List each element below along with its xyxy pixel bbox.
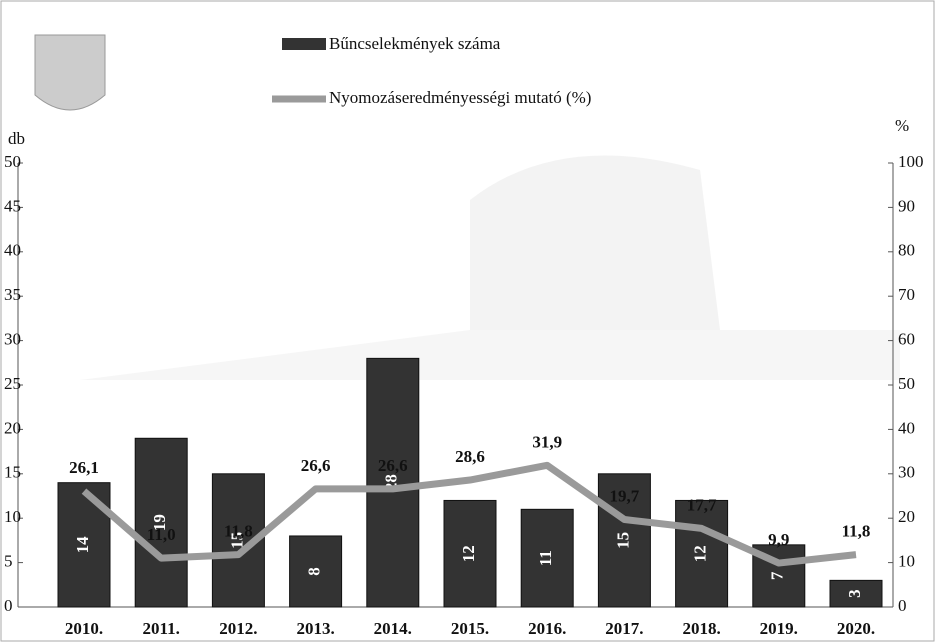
bar-value-label: 15 (613, 532, 632, 549)
y2-tick-label: 70 (898, 285, 915, 304)
line-value-label: 9,9 (768, 530, 789, 549)
y2-tick-label: 50 (898, 374, 915, 393)
y-tick-label: 10 (4, 507, 21, 526)
bar-value-label: 12 (691, 545, 710, 562)
line-value-label: 17,7 (687, 495, 717, 514)
y-tick-label: 25 (4, 374, 21, 393)
x-tick-label: 2011. (143, 619, 180, 638)
y-tick-label: 0 (4, 596, 13, 615)
y-tick-label: 40 (4, 241, 21, 260)
line-value-label: 26,1 (69, 458, 99, 477)
y2-tick-label: 0 (898, 596, 907, 615)
x-tick-label: 2013. (296, 619, 334, 638)
y-tick-label: 35 (4, 285, 21, 304)
y-tick-label: 30 (4, 330, 21, 349)
legend-bar-swatch (282, 38, 326, 50)
bar-value-label: 3 (845, 589, 864, 598)
y2-tick-label: 90 (898, 196, 915, 215)
legend-label: Nyomozáseredményességi mutató (%) (329, 88, 591, 107)
bar-value-label: 12 (459, 545, 478, 562)
y-tick-label: 5 (4, 552, 13, 571)
chart: db % Bűncselekmények száma Nyomozáseredm… (0, 0, 935, 642)
y2-axis-title: % (895, 116, 909, 135)
x-tick-label: 2018. (682, 619, 720, 638)
line-value-label: 11,0 (147, 525, 176, 544)
x-tick-label: 2012. (219, 619, 257, 638)
y2-tick-label: 20 (898, 507, 915, 526)
x-tick-label: 2014. (374, 619, 412, 638)
line-value-label: 28,6 (455, 447, 485, 466)
bar-value-label: 7 (768, 571, 787, 580)
x-tick-label: 2019. (760, 619, 798, 638)
line-value-label: 11,8 (842, 522, 871, 541)
x-tick-label: 2017. (605, 619, 643, 638)
bar-value-label: 11 (536, 550, 555, 566)
y-tick-label: 50 (4, 152, 21, 171)
line-value-label: 11,8 (224, 522, 253, 541)
y2-tick-label: 30 (898, 463, 915, 482)
bar-value-label: 14 (73, 536, 92, 554)
line-value-label: 26,6 (378, 456, 408, 475)
legend-label: Bűncselekmények száma (329, 34, 501, 53)
line-value-label: 26,6 (301, 456, 331, 475)
y2-tick-label: 60 (898, 330, 915, 349)
y-axis-title: db (8, 129, 25, 148)
line-value-label: 19,7 (610, 486, 640, 505)
logo (35, 35, 105, 110)
line-value-label: 31,9 (532, 432, 562, 451)
y-tick-label: 15 (4, 463, 21, 482)
y-tick-label: 45 (4, 196, 21, 215)
y-tick-label: 20 (4, 418, 21, 437)
y2-tick-label: 80 (898, 241, 915, 260)
x-tick-label: 2020. (837, 619, 875, 638)
x-tick-label: 2016. (528, 619, 566, 638)
x-tick-label: 2010. (65, 619, 103, 638)
y2-tick-label: 10 (898, 552, 915, 571)
y2-tick-label: 100 (898, 152, 924, 171)
x-tick-label: 2015. (451, 619, 489, 638)
bar-value-label: 8 (305, 567, 324, 576)
y2-tick-label: 40 (898, 418, 915, 437)
